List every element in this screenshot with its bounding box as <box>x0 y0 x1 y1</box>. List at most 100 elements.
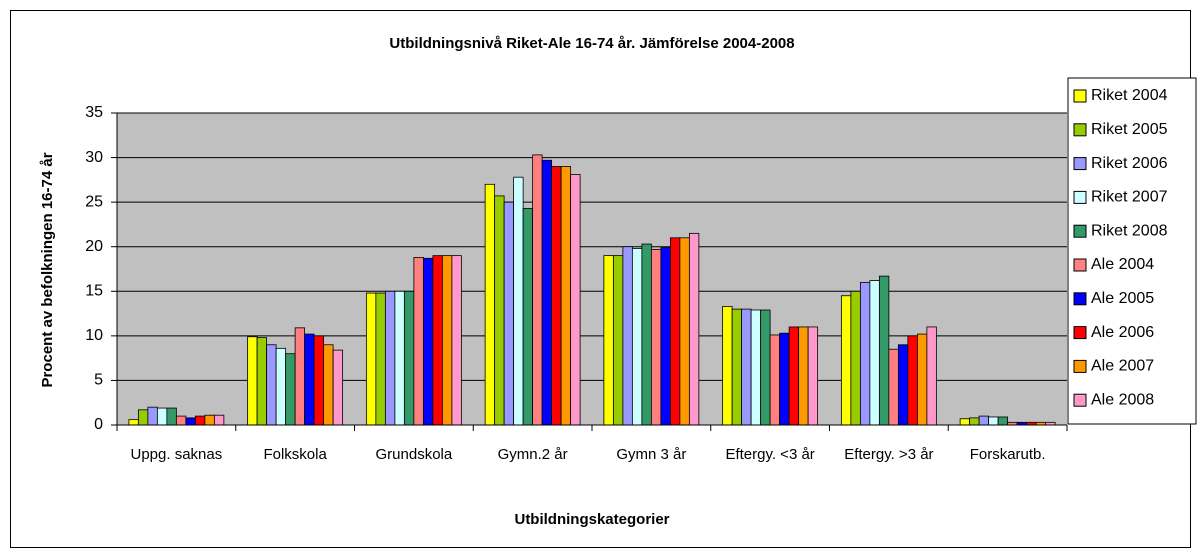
bar <box>194 415 206 426</box>
bar <box>365 292 377 426</box>
bar <box>622 246 633 426</box>
legend-label: Ale 2005 <box>1091 290 1154 307</box>
bar <box>722 306 733 426</box>
bar <box>731 308 743 426</box>
y-tick-label: 5 <box>94 372 103 389</box>
x-tick-label: Eftergy. <3 år <box>725 446 815 463</box>
bar <box>650 248 662 426</box>
bar <box>522 207 534 426</box>
legend-label: Ale 2006 <box>1091 324 1154 341</box>
bar <box>807 326 819 426</box>
bar <box>513 176 524 426</box>
x-tick-label: Folkskola <box>263 446 327 463</box>
legend-swatch <box>1073 190 1087 204</box>
y-tick-label: 0 <box>94 416 103 433</box>
legend-label: Ale 2007 <box>1091 358 1154 375</box>
bar <box>213 414 225 426</box>
bar <box>788 326 800 426</box>
bar <box>185 417 196 426</box>
bar <box>660 247 671 426</box>
bar <box>916 333 928 426</box>
legend-swatch <box>1073 326 1087 340</box>
legend-swatch <box>1073 157 1087 171</box>
bar <box>741 308 752 426</box>
legend-swatch <box>1073 258 1087 272</box>
legend-swatch <box>1073 292 1087 306</box>
y-tick-label: 10 <box>85 327 103 344</box>
legend-box <box>1067 77 1197 425</box>
bar <box>779 332 790 426</box>
y-tick-label: 15 <box>85 283 103 300</box>
legend-swatch <box>1073 359 1087 373</box>
y-tick-label: 30 <box>85 149 103 166</box>
bar <box>304 333 315 426</box>
bar <box>375 292 386 426</box>
x-tick-label: Grundskola <box>375 446 453 463</box>
bar <box>840 295 852 426</box>
legend-swatch <box>1073 89 1087 103</box>
bar <box>798 326 809 426</box>
bar <box>313 335 325 426</box>
bar <box>484 183 496 426</box>
y-tick-label: 25 <box>85 193 103 210</box>
bar <box>869 280 880 426</box>
x-tick-label: Uppg. saknas <box>130 446 223 463</box>
bar <box>503 201 515 426</box>
x-axis-title: Utbildningskategorier <box>514 511 669 528</box>
bar <box>384 290 396 426</box>
bar <box>422 257 434 426</box>
bar <box>541 159 553 426</box>
x-tick-label: Eftergy. >3 år <box>844 446 934 463</box>
bar <box>978 415 990 426</box>
bar <box>323 344 334 426</box>
bar <box>247 336 258 426</box>
bar <box>669 237 681 426</box>
legend-swatch <box>1073 224 1087 238</box>
bar <box>394 290 405 426</box>
bar <box>551 166 562 426</box>
bar <box>403 290 415 426</box>
y-tick-label: 35 <box>85 104 103 121</box>
legend-label: Riket 2004 <box>1091 87 1168 104</box>
bar <box>451 255 462 426</box>
bar <box>441 255 453 426</box>
bar <box>878 275 890 426</box>
bar <box>266 344 277 426</box>
bar <box>494 195 505 426</box>
x-tick-label: Forskarutb. <box>969 446 1046 463</box>
bar <box>750 309 762 426</box>
bar <box>256 337 268 426</box>
bar <box>532 154 543 426</box>
bar <box>641 243 652 426</box>
bar <box>969 417 980 426</box>
legend-swatch <box>1073 393 1087 407</box>
bar <box>432 255 443 426</box>
bar <box>332 349 344 426</box>
bar <box>204 414 215 426</box>
bar <box>156 407 168 426</box>
bar <box>560 166 572 426</box>
legend-label: Ale 2008 <box>1091 391 1154 408</box>
bar <box>175 415 187 426</box>
legend-label: Ale 2004 <box>1091 256 1154 273</box>
y-tick-label: 20 <box>85 238 103 255</box>
bar <box>147 406 158 426</box>
bar <box>769 334 781 426</box>
bar <box>137 409 149 426</box>
legend-label: Riket 2005 <box>1091 121 1168 138</box>
bar <box>850 290 861 426</box>
bar <box>128 419 139 426</box>
bar <box>997 416 1009 426</box>
bar <box>413 257 424 426</box>
legend-swatch <box>1073 123 1087 137</box>
bar <box>603 255 614 426</box>
legend-label: Riket 2008 <box>1091 222 1168 239</box>
legend-label: Riket 2006 <box>1091 155 1168 172</box>
bar <box>888 348 899 426</box>
bar <box>166 407 177 426</box>
x-tick-label: Gymn 3 år <box>616 446 687 463</box>
bar <box>688 232 700 426</box>
bar <box>285 353 296 426</box>
